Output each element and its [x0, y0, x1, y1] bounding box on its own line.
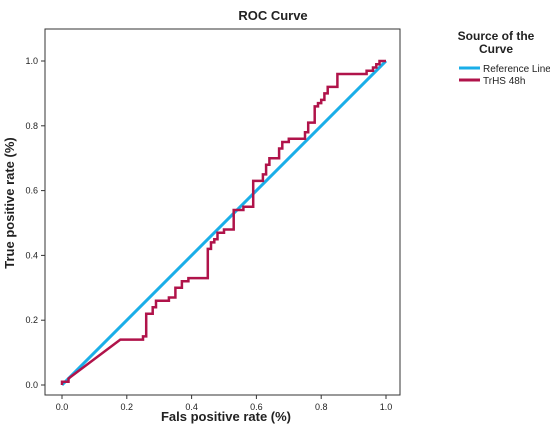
x-tick-label: 0.2	[121, 402, 134, 412]
x-tick-label: 0.6	[250, 402, 263, 412]
x-tick-label: 0.0	[56, 402, 69, 412]
series-line-reference	[60, 59, 388, 387]
series-lines	[60, 59, 388, 387]
y-axis-label: True positive rate (%)	[2, 137, 17, 268]
x-tick-label: 1.0	[380, 402, 393, 412]
y-tick-label: 0.4	[25, 250, 38, 260]
plot-area: 0.0 0.2 0.4 0.6 0.8 1.0 0.0 0.2 0.4 0.6 0.8 1.0	[25, 28, 401, 412]
legend-title-line1: Source of the	[458, 29, 535, 43]
x-axis-label: Fals positive rate (%)	[161, 409, 291, 424]
chart-title: ROC Curve	[238, 8, 307, 23]
y-axis: 0.0 0.2 0.4 0.6 0.8 1.0	[25, 56, 45, 390]
legend-title-line2: Curve	[479, 42, 513, 56]
x-tick-label: 0.4	[185, 402, 198, 412]
y-tick-label: 0.8	[25, 121, 38, 131]
y-tick-label: 0.0	[25, 380, 38, 390]
x-axis: 0.0 0.2 0.4 0.6 0.8 1.0	[56, 395, 393, 412]
x-tick-label: 0.8	[315, 402, 328, 412]
plot-frame	[44, 28, 401, 396]
y-tick-label: 0.2	[25, 315, 38, 325]
y-tick-label: 1.0	[25, 56, 38, 66]
series-line-trhs-48h	[60, 59, 386, 385]
legend-label: TrHS 48h	[483, 76, 525, 87]
legend-label: Reference Line	[483, 64, 550, 75]
y-tick-label: 0.6	[25, 186, 38, 196]
